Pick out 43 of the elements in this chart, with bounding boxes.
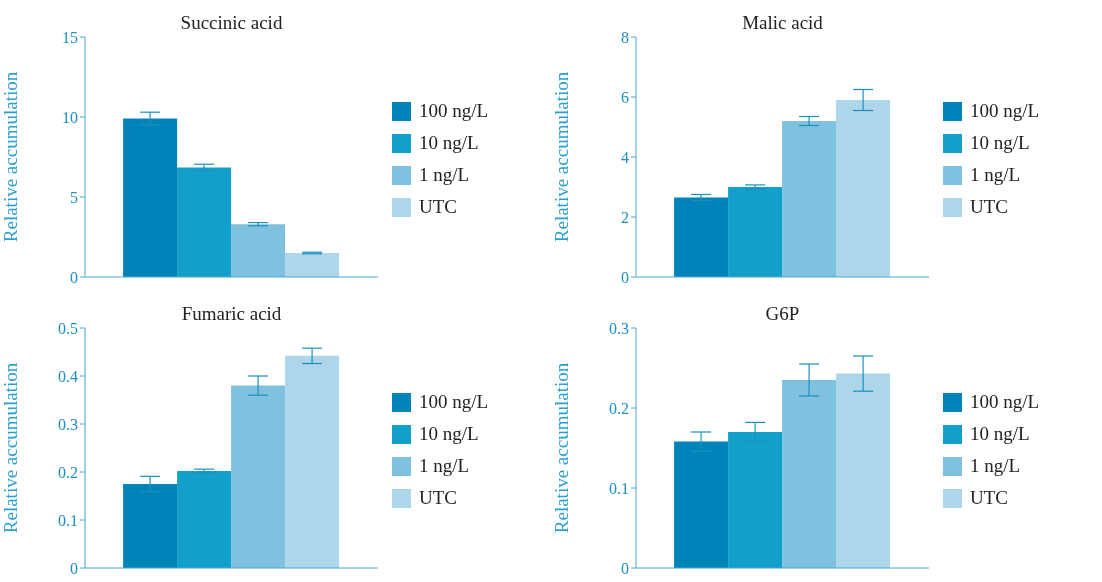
legend-label: 100 ng/L [419, 100, 489, 122]
y-axis-title: Relative accumulation [0, 71, 21, 243]
y-axis-title: Relative accumulation [550, 71, 572, 243]
y-tick-label: 0.2 [609, 399, 629, 417]
y-tick-label: 0.5 [58, 319, 78, 337]
chart-title: Fumaric acid [180, 303, 283, 325]
y-tick-label: 0.2 [58, 463, 78, 481]
y-tick-label: 4 [621, 148, 629, 166]
legend-label: UTC [970, 196, 1008, 218]
legend-label: 1 ng/L [419, 164, 470, 186]
legend-label: UTC [419, 196, 457, 218]
legend-label: 1 ng/L [970, 455, 1021, 477]
y-tick-label: 10 [62, 108, 78, 126]
y-tick-label: 2 [621, 208, 629, 226]
y-tick-label: 0.1 [58, 511, 78, 529]
y-tick-label: 0 [621, 268, 629, 286]
chart-title: Succinic acid [179, 12, 284, 34]
chart-title: Malic acid [741, 12, 824, 34]
legend-label: UTC [419, 487, 457, 509]
legend-label: 1 ng/L [970, 164, 1021, 186]
y-tick-label: 0 [70, 268, 78, 286]
y-tick-label: 0.4 [58, 367, 78, 385]
legend-label: 100 ng/L [970, 391, 1040, 413]
y-tick-label: 0 [621, 559, 629, 577]
y-tick-label: 15 [62, 28, 78, 46]
legend-label: 10 ng/L [419, 423, 479, 445]
y-tick-label: 0 [70, 559, 78, 577]
y-tick-label: 0.1 [609, 479, 629, 497]
y-tick-label: 5 [70, 188, 78, 206]
legend-label: 10 ng/L [970, 132, 1030, 154]
legend-label: 1 ng/L [419, 455, 470, 477]
y-axis-title: Relative accumulation [550, 362, 572, 534]
y-tick-label: 0.3 [58, 415, 78, 433]
legend-label: 100 ng/L [970, 100, 1040, 122]
y-tick-label: 0.3 [609, 319, 629, 337]
legend-label: 10 ng/L [419, 132, 479, 154]
y-tick-label: 6 [621, 88, 629, 106]
y-tick-label: 8 [621, 28, 629, 46]
chart-title: G6P [764, 303, 801, 325]
y-axis-title: Relative accumulation [0, 362, 21, 534]
legend-label: UTC [970, 487, 1008, 509]
legend-label: 10 ng/L [970, 423, 1030, 445]
legend-label: 100 ng/L [419, 391, 489, 413]
